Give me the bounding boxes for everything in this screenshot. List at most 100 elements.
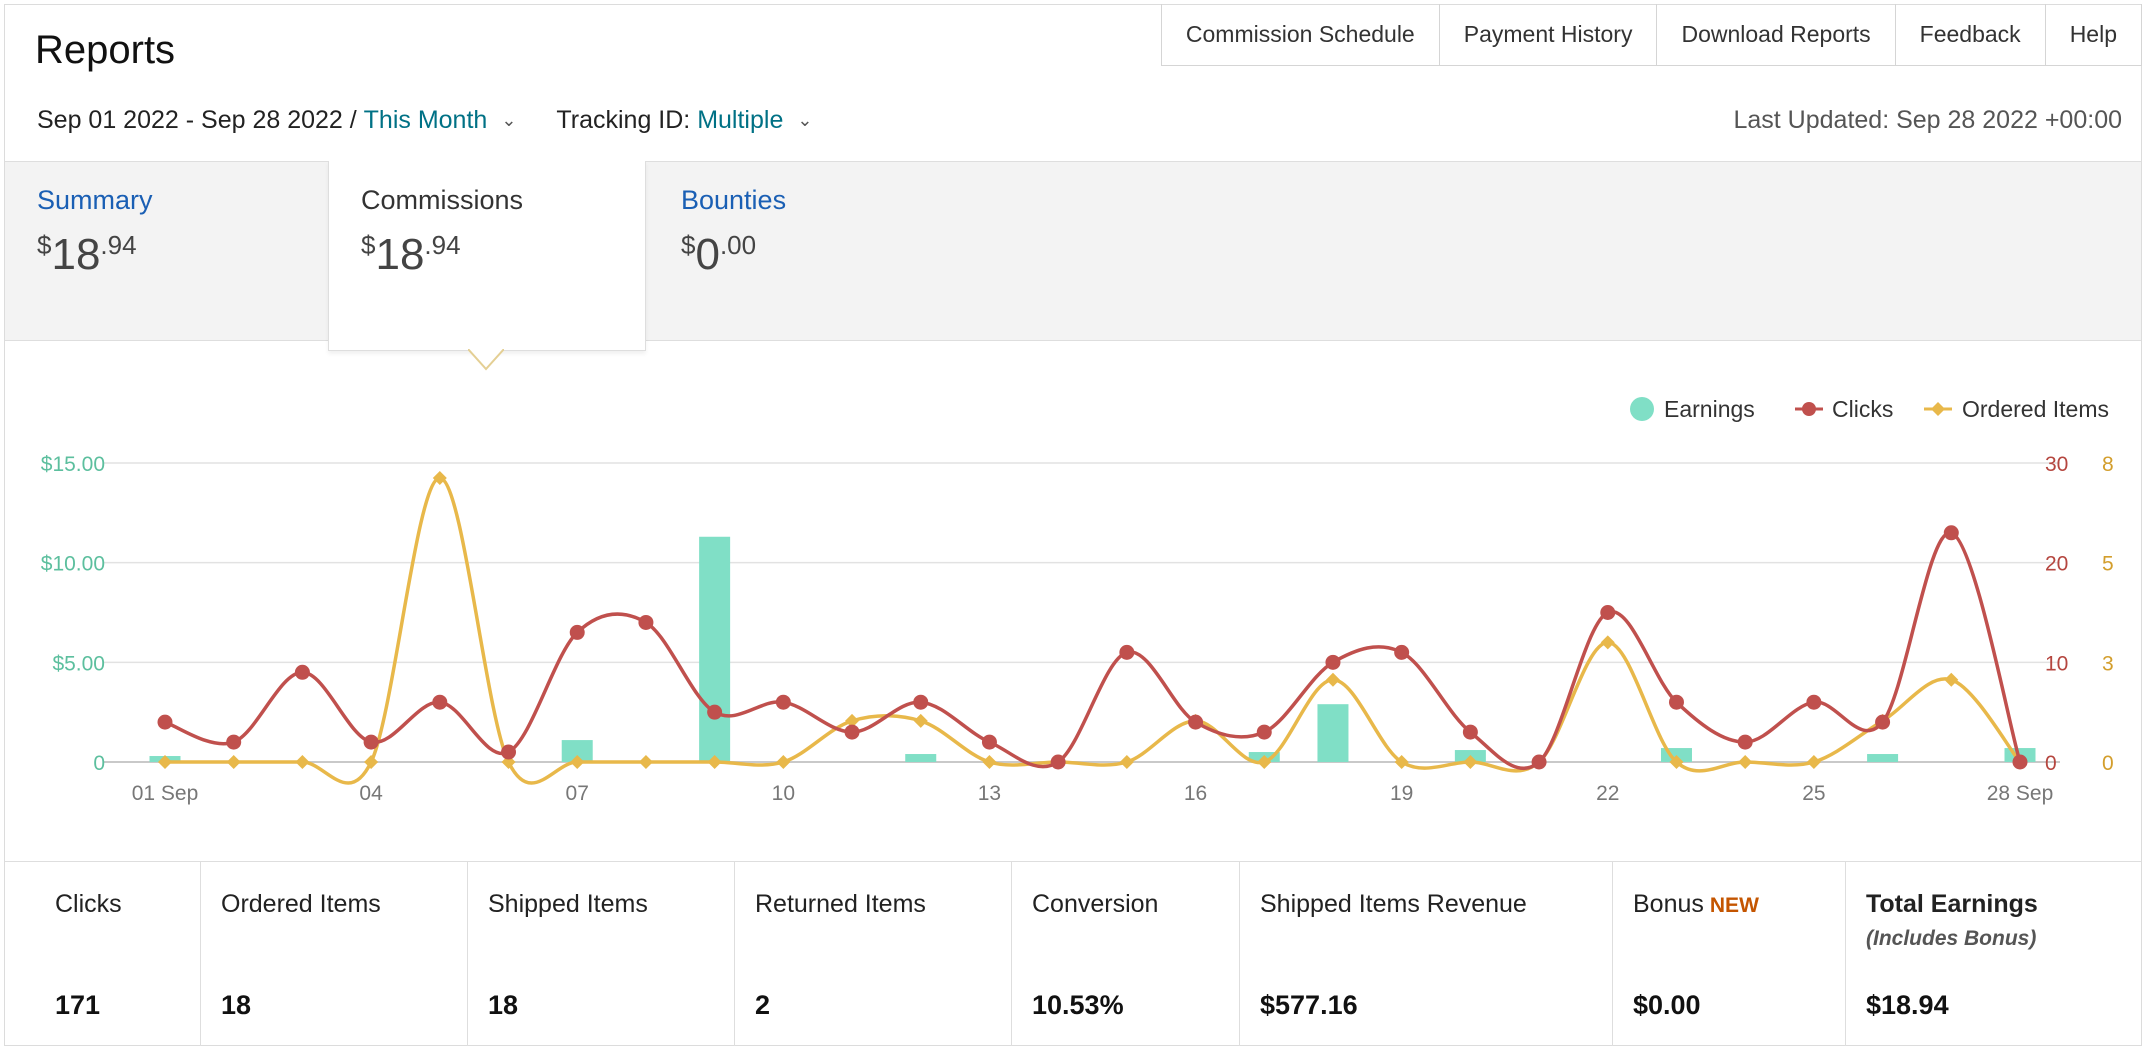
clicks-point [1394, 644, 1410, 660]
clicks-point [844, 724, 860, 740]
tab-commissions-amount: $18.94 [361, 230, 613, 280]
ordered-items-point [638, 755, 653, 769]
amount-whole: 18 [375, 230, 425, 279]
x-tick-label: 10 [772, 782, 795, 805]
clicks-point [775, 694, 791, 710]
y-right-clicks-tick-label: 10 [2045, 652, 2068, 675]
stat-bonus: Bonus NEW $0.00 [1612, 862, 1845, 1046]
stat-value: $577.16 [1260, 990, 1358, 1020]
ordered-items-point [364, 755, 379, 769]
y-right-ordered-tick-label: 5 [2102, 553, 2114, 576]
clicks-point [1875, 714, 1891, 730]
earnings-legend-icon [1630, 397, 1654, 421]
tab-summary[interactable]: Summary $18.94 [5, 161, 327, 341]
x-tick-label: 04 [359, 782, 383, 805]
x-tick-label: 25 [1802, 782, 1825, 805]
ordered-items-point [226, 755, 241, 769]
ordered-items-point [1944, 672, 1959, 687]
y-right-clicks-tick-label: 30 [2045, 453, 2068, 476]
x-tick-label: 07 [566, 782, 589, 805]
stat-label: Conversion [1032, 890, 1159, 918]
clicks-point [1737, 734, 1753, 750]
clicks-point [1943, 525, 1959, 541]
stat-value: $18.94 [1866, 990, 1949, 1020]
earnings-bar [905, 754, 937, 762]
stat-shipped-items: Shipped Items 18 [467, 862, 734, 1046]
date-range-text: Sep 01 2022 - Sep 28 2022 / [37, 106, 364, 134]
clicks-point [1668, 694, 1684, 710]
payment-history-link[interactable]: Payment History [1438, 4, 1657, 65]
download-reports-link[interactable]: Download Reports [1656, 4, 1894, 65]
feedback-link[interactable]: Feedback [1894, 4, 2045, 65]
stats-row: Clicks 171 Ordered Items 18 Shipped Item… [5, 861, 2141, 1046]
clicks-point [432, 694, 448, 710]
date-preset-dropdown[interactable]: This Month [363, 106, 488, 134]
clicks-point [913, 694, 929, 710]
tracking-id-dropdown[interactable]: Multiple [697, 106, 784, 134]
tab-commissions[interactable]: Commissions $18.94 [328, 161, 646, 351]
ordered-items-point [776, 755, 791, 769]
new-badge: NEW [1709, 894, 1759, 917]
amount-cents: .94 [100, 230, 137, 260]
page-title: Reports [35, 28, 176, 72]
ordered-items-point [707, 755, 722, 769]
earnings-bar [1317, 704, 1349, 762]
clicks-point [157, 714, 173, 730]
x-tick-label: 16 [1184, 782, 1207, 805]
stat-label: Shipped Items Revenue [1260, 890, 1527, 918]
clicks-point [294, 664, 310, 680]
stat-label: Shipped Items [488, 890, 648, 918]
stat-shipped-revenue: Shipped Items Revenue $577.16 [1239, 862, 1612, 1046]
earnings-bar [699, 536, 731, 762]
y-left-tick-label: $10.00 [41, 553, 105, 576]
chevron-down-icon[interactable]: ⌄ [501, 110, 517, 130]
ordered-items-point [1394, 755, 1409, 769]
y-left-tick-label: $5.00 [52, 652, 105, 675]
bonus-label: Bonus [1633, 890, 1704, 918]
last-updated-text: Last Updated: Sep 28 2022 +00:00 [1733, 106, 2122, 134]
stat-total-earnings: Total Earnings (Includes Bonus) $18.94 [1845, 862, 2141, 1046]
stat-label: Bonus NEW [1633, 890, 1825, 919]
earnings-legend-label: Earnings [1664, 396, 1755, 422]
tab-bounties-label: Bounties [681, 185, 787, 215]
y-right-ordered-tick-label: 0 [2102, 752, 2114, 775]
y-left-tick-label: 0 [93, 752, 105, 775]
amount-cents: .00 [719, 230, 757, 260]
help-link[interactable]: Help [2044, 4, 2141, 65]
tab-summary-amount: $18.94 [37, 230, 295, 280]
ordered-items-legend-label: Ordered Items [1962, 396, 2109, 422]
earnings-bar [1867, 754, 1899, 762]
earnings-bar [561, 740, 593, 762]
y-right-ordered-tick-label: 8 [2102, 453, 2114, 476]
clicks-line [164, 531, 2022, 771]
x-tick-label: 13 [978, 782, 1001, 805]
x-tick-label: 19 [1390, 782, 1413, 805]
clicks-point [1531, 754, 1547, 770]
y-left-tick-label: $15.00 [41, 453, 105, 476]
tab-bounties[interactable]: Bounties $0.00 [649, 161, 971, 341]
clicks-point [2012, 754, 2028, 770]
ordered-items-point [1669, 755, 1684, 769]
stat-label: Returned Items [755, 890, 926, 918]
clicks-point [1600, 605, 1616, 620]
clicks-legend-icon [1802, 402, 1816, 416]
clicks-point [363, 734, 379, 750]
ordered-items-legend-icon [1931, 402, 1945, 416]
stat-value: 18 [221, 990, 252, 1020]
y-right-ordered-tick-label: 3 [2102, 652, 2114, 675]
amount-whole: 18 [51, 230, 101, 279]
clicks-point [1188, 714, 1204, 730]
clicks-point [501, 744, 517, 760]
y-right-clicks-tick-label: 20 [2045, 553, 2068, 576]
x-tick-label: 01 Sep [132, 782, 199, 805]
currency-symbol: $ [681, 230, 696, 260]
tracking-id-label: Tracking ID: [556, 106, 698, 134]
currency-symbol: $ [37, 230, 52, 260]
commission-schedule-link[interactable]: Commission Schedule [1185, 21, 1415, 47]
stat-label: Clicks [55, 890, 122, 918]
stat-returned-items: Returned Items 2 [734, 862, 1011, 1046]
stat-clicks: Clicks 171 [5, 862, 200, 1046]
ordered-items-point [432, 470, 447, 485]
ordered-items-point [845, 713, 860, 728]
chevron-down-icon[interactable]: ⌄ [797, 110, 813, 130]
